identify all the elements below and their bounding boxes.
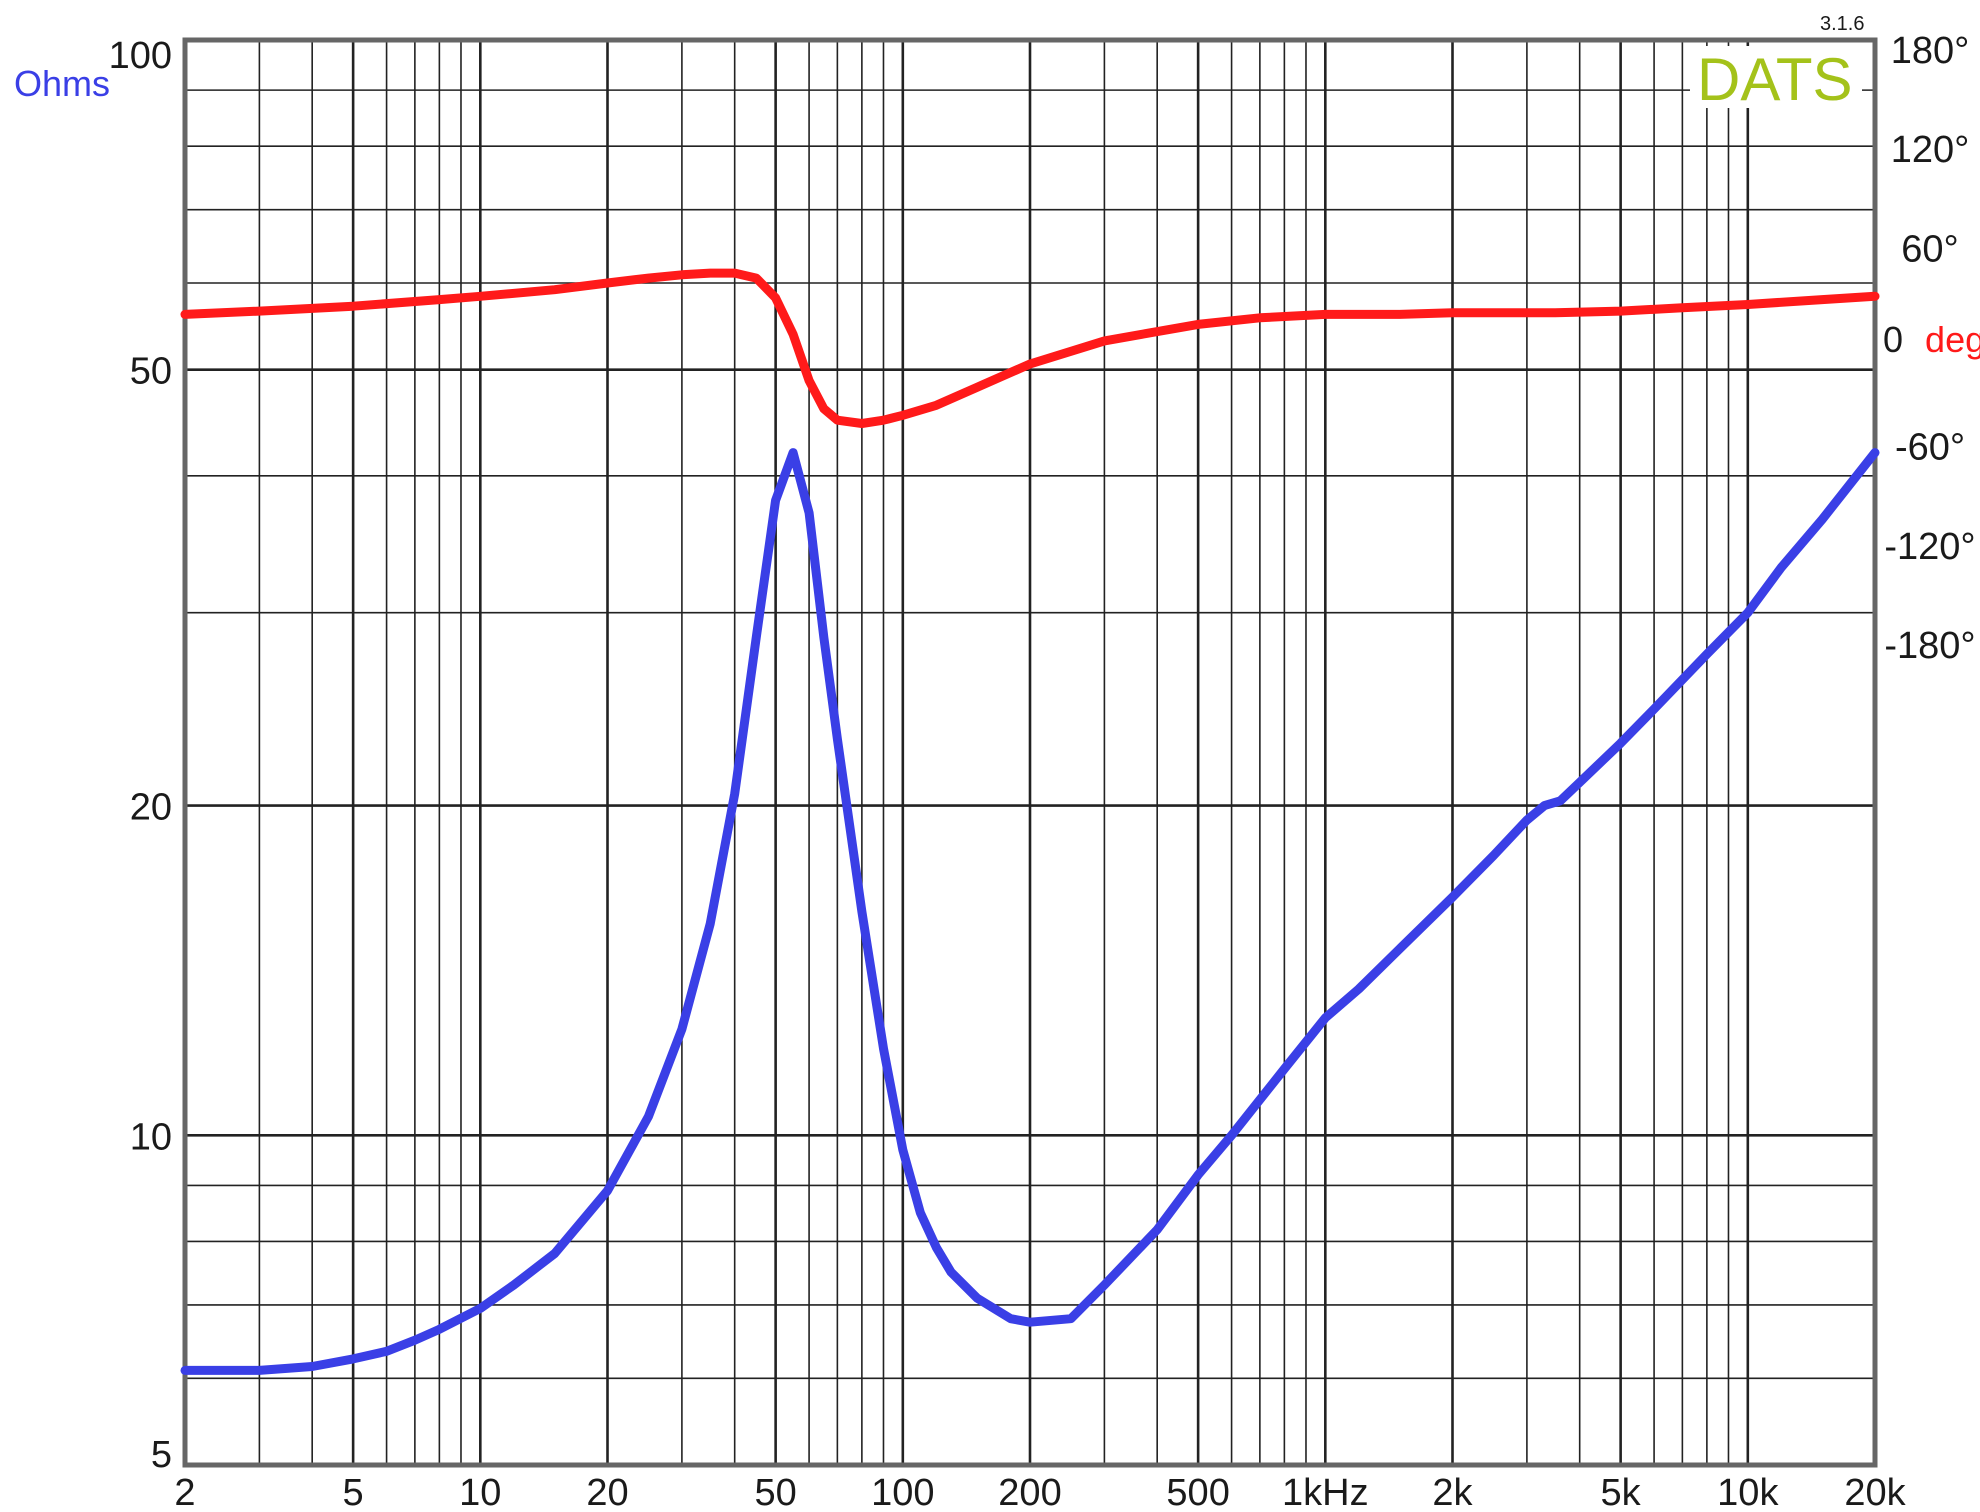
x-tick-label: 5 xyxy=(343,1472,364,1512)
y-tick-label: 20 xyxy=(130,787,172,829)
y-tick-label: 50 xyxy=(130,351,172,393)
plot-border xyxy=(182,37,1878,1468)
phase-axis-tick-labels: 180° 120° 60° -60° -120° -180° xyxy=(1884,30,1975,667)
phase-curve xyxy=(180,268,1880,428)
y-axis-label: Ohms xyxy=(14,63,110,104)
phase-tick-label: 60° xyxy=(1901,228,1958,270)
phase-axis-label: 0 deg xyxy=(1883,319,1980,360)
version-label: 3.1.6 xyxy=(1820,13,1864,35)
phase-tick-label: -180° xyxy=(1884,625,1975,667)
plot-frame xyxy=(182,37,1878,1468)
phase-axis-label-unit: deg xyxy=(1925,319,1980,360)
logo-background xyxy=(1690,46,1862,108)
x-tick-label: 2 xyxy=(174,1472,195,1512)
y-axis-tick-labels: 5 10 20 50 100 xyxy=(109,35,172,1476)
x-tick-label: 500 xyxy=(1166,1472,1229,1512)
phase-tick-label: -60° xyxy=(1895,427,1965,469)
phase-tick-label: 180° xyxy=(1891,30,1970,72)
y-tick-label: 5 xyxy=(151,1434,172,1476)
x-tick-label: 20k xyxy=(1844,1472,1906,1512)
x-tick-label: 50 xyxy=(754,1472,796,1512)
x-tick-label: 2k xyxy=(1432,1472,1473,1512)
series-lines xyxy=(180,268,1880,1375)
x-tick-label: 5k xyxy=(1601,1472,1642,1512)
impedance-curve xyxy=(180,448,1880,1375)
phase-tick-label: -120° xyxy=(1884,526,1975,568)
grid-lines xyxy=(185,40,1875,1465)
x-tick-label: 20 xyxy=(586,1472,628,1512)
phase-axis-label-value: 0 xyxy=(1883,319,1903,360)
x-tick-label: 10 xyxy=(459,1472,501,1512)
x-tick-label: 100 xyxy=(871,1472,934,1512)
x-tick-label: 10k xyxy=(1717,1472,1779,1512)
x-tick-label: 1kHz xyxy=(1282,1472,1369,1512)
x-axis-tick-labels: 2 5 10 20 50 100 200 500 1kHz 2k 5k 10k 20k xyxy=(174,1472,1906,1512)
phase-tick-label: 120° xyxy=(1891,129,1970,171)
x-tick-label: 200 xyxy=(998,1472,1061,1512)
y-tick-label: 10 xyxy=(130,1116,172,1158)
y-tick-label: 100 xyxy=(109,35,172,77)
dats-logo: DATS xyxy=(1697,46,1853,113)
